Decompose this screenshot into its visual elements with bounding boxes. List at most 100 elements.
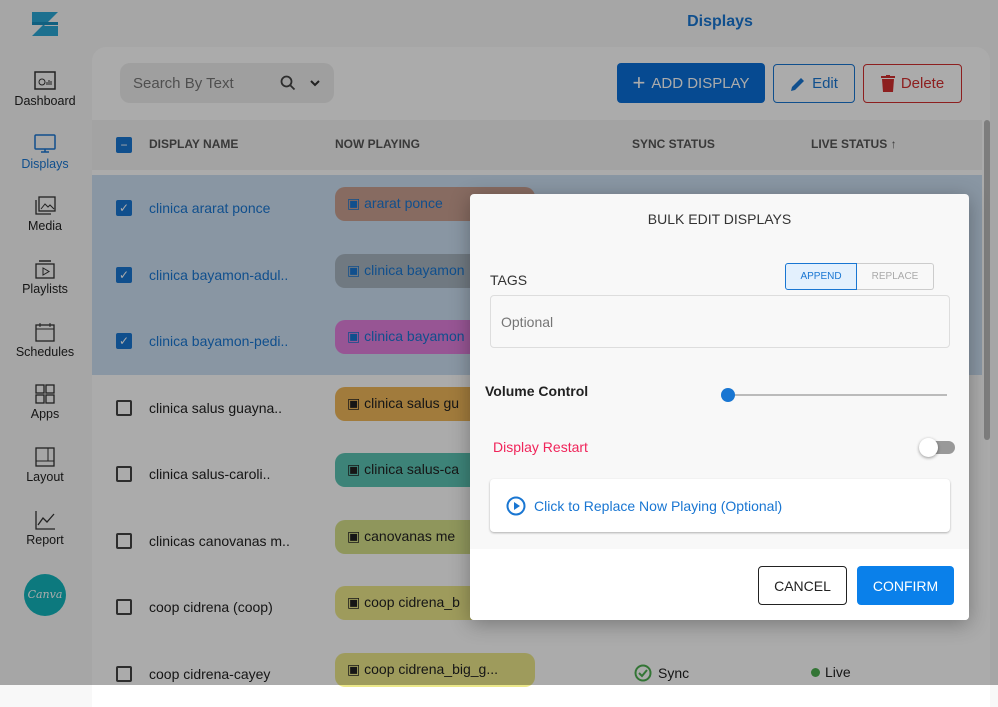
scrollbar[interactable]	[984, 120, 990, 440]
display-name[interactable]: coop cidrena-cayey	[149, 665, 271, 682]
row-checkbox[interactable]	[116, 665, 132, 682]
edit-label: Edit	[812, 75, 838, 92]
nav-label: Displays	[21, 157, 69, 171]
sidebar-item-schedules[interactable]: Schedules	[0, 322, 90, 359]
playlist-icon: ▣	[347, 461, 365, 477]
nav-label: Dashboard	[14, 94, 76, 108]
sync-status: Sync	[634, 664, 689, 682]
now-playing-label: coop cidrena_b	[364, 594, 460, 610]
now-playing-pill[interactable]: ▣ coop cidrena_big_g...	[335, 652, 535, 687]
select-all-checkbox[interactable]: −	[116, 137, 132, 153]
pencil-icon	[791, 77, 805, 91]
monitor-icon	[34, 134, 56, 153]
row-checkbox[interactable]	[116, 466, 132, 482]
now-playing-label: clinica salus-ca	[364, 461, 460, 477]
sort-arrow-up-icon: ↑	[890, 137, 897, 151]
search-icon[interactable]	[280, 75, 296, 91]
display-name[interactable]: clinica salus guayna..	[149, 399, 283, 416]
column-now-playing[interactable]: NOW PLAYING	[335, 137, 420, 151]
trash-icon	[880, 75, 895, 92]
chart-icon	[35, 511, 55, 530]
sidebar-item-playlists[interactable]: Playlists	[0, 259, 90, 296]
sidebar-item-dashboard[interactable]: Dashboard	[0, 71, 90, 108]
volume-slider[interactable]	[728, 394, 947, 396]
search-placeholder: Search By Text	[133, 75, 234, 92]
live-status: Live	[811, 664, 851, 680]
playlist-icon: ▣	[347, 527, 365, 544]
sidebar: Dashboard Displays Media Playlists Sched…	[0, 0, 90, 685]
apps-icon	[35, 384, 55, 404]
add-label: ADD DISPLAY	[651, 74, 750, 92]
delete-button[interactable]: Delete	[863, 64, 962, 103]
display-name[interactable]: clinicas canovanas m..	[149, 532, 290, 549]
now-playing-label: canovanas me	[364, 527, 456, 544]
tags-input[interactable]	[490, 295, 950, 348]
nav-label: Report	[26, 533, 64, 547]
now-playing-label: clinica salus gu	[364, 394, 460, 411]
playlist-icon: ▣	[347, 660, 365, 677]
sidebar-item-layout[interactable]: Layout	[0, 447, 90, 484]
volume-slider-thumb[interactable]	[721, 388, 735, 402]
modal-title: BULK EDIT DISPLAYS	[647, 211, 792, 227]
search-input[interactable]: Search By Text	[120, 63, 334, 103]
dashboard-icon	[34, 71, 56, 90]
row-checkbox[interactable]: ✓	[116, 200, 132, 216]
display-name[interactable]: clinica salus-caroli..	[149, 466, 271, 482]
replace-now-playing-label: Click to Replace Now Playing (Optional)	[534, 497, 783, 514]
cancel-button[interactable]: CANCEL	[758, 566, 847, 605]
playlist-icon: ▣	[347, 594, 365, 610]
column-display-name[interactable]: DISPLAY NAME	[149, 137, 239, 151]
row-checkbox[interactable]: ✓	[116, 333, 132, 349]
column-live-status[interactable]: LIVE STATUS ↑	[811, 137, 897, 151]
display-restart-label: Display Restart	[493, 439, 588, 455]
playlist-icon: ▣	[347, 394, 365, 411]
add-display-button[interactable]: + ADD DISPLAY	[617, 63, 765, 103]
now-playing-label: clinica bayamon	[364, 261, 465, 278]
live-text: Live	[825, 664, 851, 680]
confirm-button[interactable]: CONFIRM	[857, 566, 954, 605]
restart-toggle-thumb[interactable]	[919, 438, 938, 457]
replace-now-playing-button[interactable]: Click to Replace Now Playing (Optional)	[490, 479, 950, 532]
replace-toggle[interactable]: REPLACE	[857, 263, 934, 290]
column-sync-status[interactable]: SYNC STATUS	[632, 137, 715, 151]
row-checkbox[interactable]	[116, 399, 132, 416]
calendar-icon	[35, 323, 55, 342]
sync-text: Sync	[658, 665, 690, 681]
nav-label: Apps	[30, 407, 60, 421]
sidebar-item-displays[interactable]: Displays	[0, 134, 90, 171]
row-checkbox[interactable]	[116, 599, 132, 615]
display-name[interactable]: clinica bayamon-pedi..	[149, 333, 289, 349]
row-checkbox[interactable]	[116, 532, 132, 549]
nav-label: Playlists	[22, 282, 68, 296]
layout-icon	[35, 447, 55, 467]
sidebar-item-apps[interactable]: Apps	[0, 384, 90, 421]
table-header	[92, 120, 982, 170]
volume-label: Volume Control	[485, 383, 589, 399]
nav-label: Layout	[26, 470, 64, 484]
canva-button[interactable]: Canva	[24, 574, 66, 616]
nav-label: Media	[27, 219, 63, 233]
playlist-icon	[35, 260, 55, 279]
media-icon	[35, 196, 56, 215]
nav-label: Schedules	[15, 345, 75, 359]
delete-label: Delete	[900, 75, 945, 92]
display-name[interactable]: clinica ararat ponce	[149, 200, 271, 216]
now-playing-label: ararat ponce	[364, 195, 443, 211]
display-name[interactable]: clinica bayamon-adul..	[149, 266, 289, 283]
check-circle-icon	[634, 664, 652, 682]
chevron-down-icon[interactable]	[310, 79, 320, 87]
edit-button[interactable]: Edit	[773, 64, 855, 103]
sidebar-item-media[interactable]: Media	[0, 196, 90, 233]
sidebar-item-report[interactable]: Report	[0, 510, 90, 547]
page-title: Displays	[687, 13, 753, 30]
append-toggle[interactable]: APPEND	[785, 263, 857, 290]
now-playing-label: clinica bayamon	[364, 328, 465, 344]
bulk-edit-modal: BULK EDIT DISPLAYS TAGS APPEND REPLACE V…	[470, 194, 969, 620]
display-name[interactable]: coop cidrena (coop)	[149, 599, 273, 615]
tags-label: TAGS	[490, 272, 528, 288]
live-dot-icon	[811, 667, 820, 677]
playlist-icon: ▣	[347, 328, 365, 344]
logo-icon	[32, 12, 58, 36]
play-circle-icon	[506, 496, 526, 515]
row-checkbox[interactable]: ✓	[116, 266, 132, 283]
